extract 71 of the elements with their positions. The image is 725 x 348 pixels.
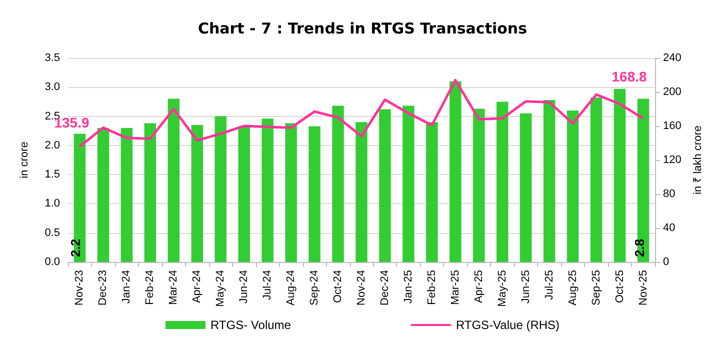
x-tick-label: Jun-25 [520,270,532,304]
bar [590,98,602,262]
y-tick-label: 2.0 [44,139,60,152]
bar [566,110,579,262]
bar [356,122,368,262]
y-tick-label: 1.5 [44,168,60,181]
x-tick-label: Dec-23 [97,270,110,306]
bar [144,123,156,262]
bar [379,109,391,262]
bar [262,118,274,262]
x-tick-label: Apr-25 [472,270,485,304]
y-tick-label: 0.0 [44,256,60,268]
x-tick-label: Sep-25 [590,270,602,306]
bar [285,123,297,262]
x-tick-label: Dec-24 [378,270,391,306]
y-axis-title: in crore [18,142,30,178]
y-tick-label: 1.0 [44,198,60,210]
data-label: 2.8 [632,238,647,257]
x-tick-label: Sep-24 [308,270,321,306]
x-tick-label: Jul-25 [543,270,556,300]
x-tick-label: Oct-25 [614,270,626,304]
bar [473,108,485,262]
bar [97,128,110,262]
x-tick-label: Jan-24 [120,270,133,304]
legend-label: RTGS- Volume [210,318,292,332]
y-tick-label: 3.5 [44,52,60,64]
x-tick-label: Jan-25 [402,270,414,304]
y-tick-label: 3.0 [44,81,60,94]
bar [637,98,650,262]
x-tick-label: May-24 [214,270,227,307]
data-label: 2.2 [68,238,84,257]
y-tick-label: 0.5 [44,226,60,239]
x-tick-label: Apr-24 [191,270,204,304]
y2-tick-label: 40 [663,222,676,234]
bar [308,126,320,262]
y2-tick-label: 240 [663,52,682,64]
bar [543,100,556,262]
bar [191,125,204,262]
y2-tick-label: 120 [663,154,682,166]
x-tick-label: Nov-23 [74,270,86,306]
bar [496,102,508,262]
y2-tick-label: 80 [663,188,676,200]
data-label: 168.8 [612,68,647,85]
legend-label: RTGS-Value (RHS) [456,318,560,332]
x-tick-label: Mar-24 [168,270,180,305]
bar [238,126,250,262]
x-tick-label: Feb-24 [144,270,156,305]
x-tick-label: Aug-25 [566,270,579,306]
x-tick-label: Feb-25 [426,270,438,305]
x-tick-label: Nov-25 [637,270,650,306]
x-tick-label: Jun-24 [238,270,250,304]
bar [614,88,626,262]
x-tick-label: Jul-24 [262,270,274,300]
y2-tick-label: 160 [663,120,682,132]
bar [520,113,532,262]
bar [426,122,438,262]
bar [168,98,180,262]
x-tick-label: May-25 [496,270,508,307]
x-tick-label: Mar-25 [449,270,462,305]
y2-axis-title: in ₹ lakh crore [692,126,704,194]
y2-tick-label: 0 [663,256,670,268]
bar [450,81,462,262]
chart-title: Chart - 7 : Trends in RTGS Transactions [198,20,528,38]
x-tick-label: Oct-24 [332,270,344,304]
bar [332,106,344,262]
y2-tick-label: 200 [663,86,682,98]
bar [120,128,133,262]
bar [402,106,414,262]
bar [214,116,226,262]
x-tick-label: Aug-24 [285,270,298,306]
x-tick-label: Nov-24 [356,270,368,306]
